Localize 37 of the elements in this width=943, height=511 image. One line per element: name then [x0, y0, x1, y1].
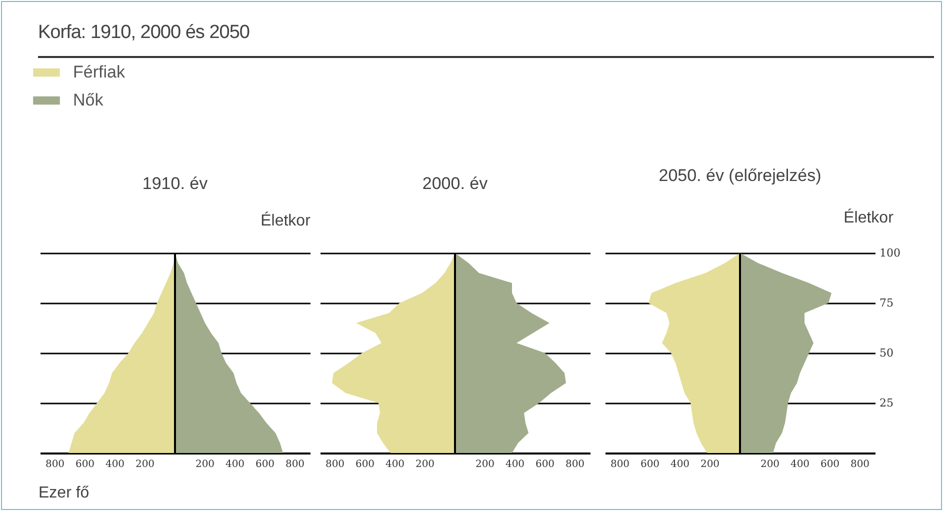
chart-subtitle: 2050. év (előrejelzés)	[658, 166, 822, 185]
x-tick-label: 400	[225, 459, 245, 470]
x-tick-label: 200	[760, 459, 780, 470]
x-tick-label: 600	[255, 459, 275, 470]
x-tick-label: 200	[195, 459, 215, 470]
y-tick-label: 75	[880, 296, 894, 310]
x-tick-label: 800	[45, 459, 65, 470]
x-tick-label: 400	[385, 459, 405, 470]
x-tick-label: 600	[535, 459, 555, 470]
x-tick-label: 200	[475, 459, 495, 470]
y-axis-title: Életkor	[260, 212, 312, 230]
x-tick-label: 800	[325, 459, 345, 470]
x-tick-label: 800	[610, 459, 630, 470]
x-tick-label: 600	[820, 459, 840, 470]
y-tick-label: 100	[880, 246, 900, 260]
chart-subtitle: 2000. év	[422, 174, 488, 193]
x-tick-label: 600	[75, 459, 95, 470]
x-tick-label: 200	[135, 459, 155, 470]
y-tick-label: 50	[880, 346, 894, 360]
y-tick-label: 25	[880, 396, 894, 410]
x-tick-label: 800	[850, 459, 870, 470]
x-tick-label: 400	[670, 459, 690, 470]
x-tick-label: 600	[640, 459, 660, 470]
x-axis-title: Ezer fő	[38, 484, 90, 502]
legend-label: Férfiak	[73, 62, 126, 82]
x-tick-label: 400	[105, 459, 125, 470]
x-tick-label: 800	[285, 459, 305, 470]
x-tick-label: 200	[700, 459, 720, 470]
x-tick-label: 400	[790, 459, 810, 470]
x-tick-label: 200	[415, 459, 435, 470]
x-tick-label: 800	[565, 459, 585, 470]
y-axis-title: Életkor	[844, 208, 894, 226]
x-tick-label: 400	[505, 459, 525, 470]
chart-title: Korfa: 1910, 2000 és 2050	[38, 22, 250, 44]
x-tick-label: 600	[355, 459, 375, 470]
chart-subtitle: 1910. év	[142, 174, 208, 193]
legend-label: Nők	[73, 90, 104, 110]
